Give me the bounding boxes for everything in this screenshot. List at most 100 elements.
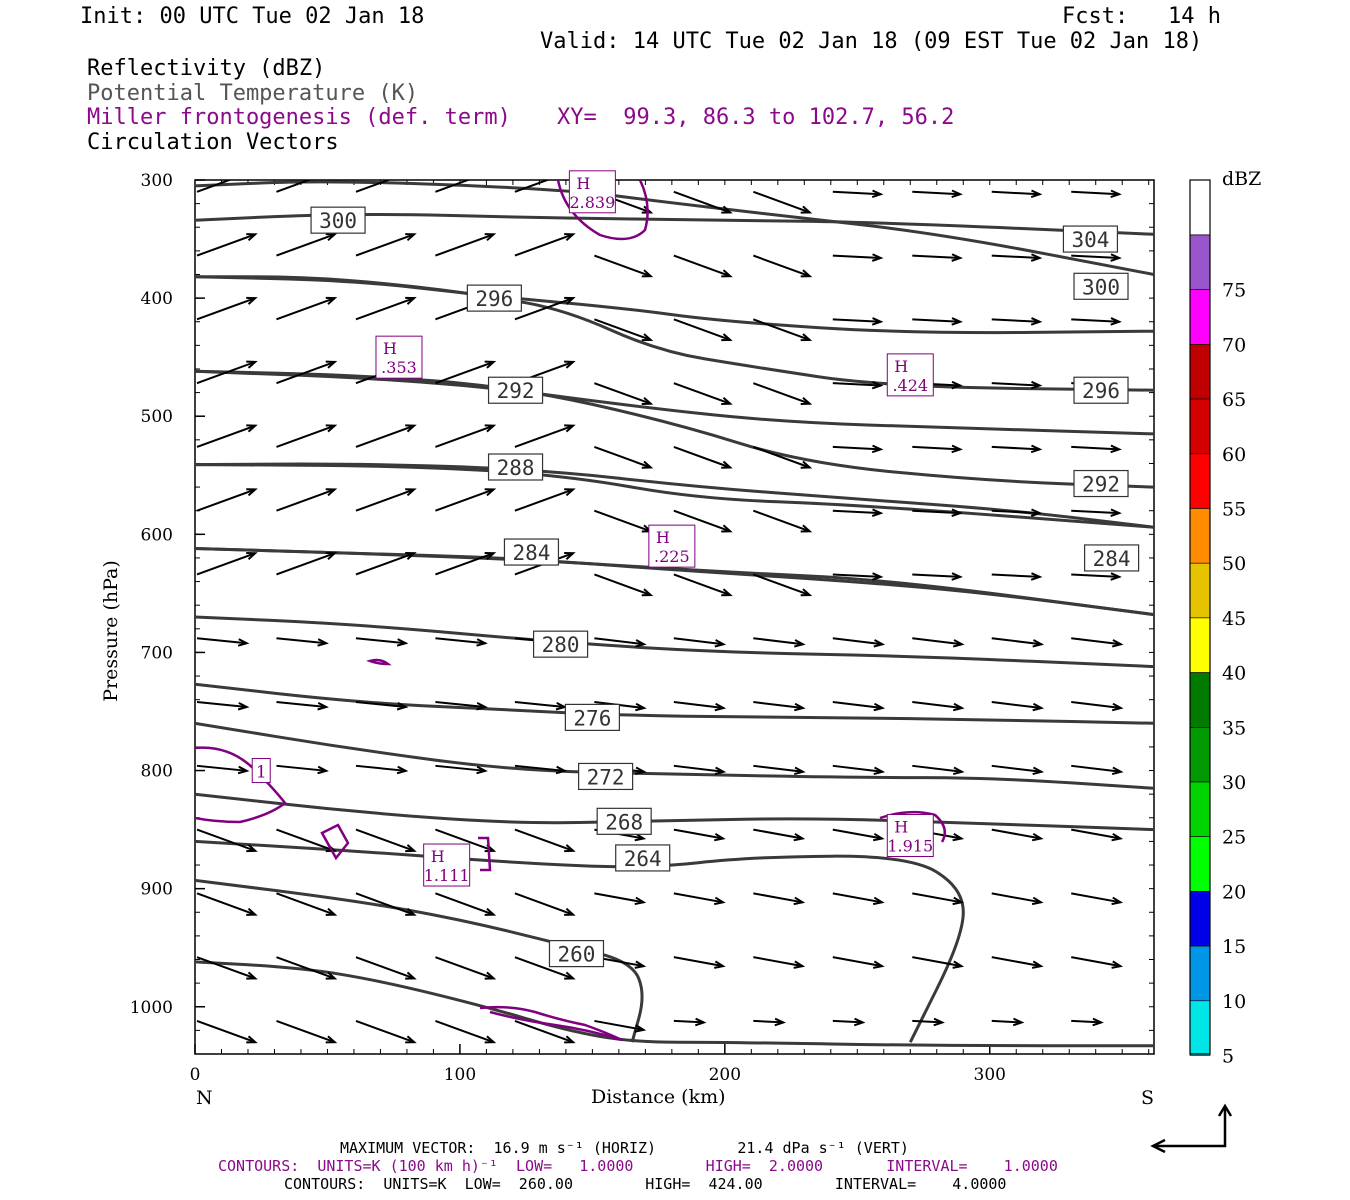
circulation-vector-head xyxy=(405,296,417,305)
circulation-vector-head xyxy=(1110,317,1122,326)
circulation-vector-head xyxy=(325,488,338,497)
circulation-vector-head xyxy=(951,444,963,454)
circulation-vector-head xyxy=(641,396,654,405)
theta-contour xyxy=(195,721,1154,790)
circulation-vector-head xyxy=(1031,832,1044,842)
circulation-vector xyxy=(435,488,495,512)
theta-contour xyxy=(195,878,644,1043)
circulation-vector-head xyxy=(800,524,813,533)
circulation-vector xyxy=(435,360,495,385)
circulation-vector xyxy=(752,573,811,596)
frontogenesis-contour xyxy=(478,836,492,872)
circulation-vector-head xyxy=(951,380,963,390)
circulation-vector xyxy=(594,573,652,596)
circulation-vector xyxy=(832,445,881,451)
theta-label: 280 xyxy=(542,633,580,657)
circulation-vector xyxy=(912,573,961,578)
frontogenesis-max-box xyxy=(375,335,423,379)
frontogenesis-label-box xyxy=(251,758,271,784)
circulation-vector xyxy=(673,573,731,596)
field-reflectivity: Reflectivity (dBZ) xyxy=(87,56,326,81)
circulation-vector xyxy=(196,180,233,193)
theta-label: 292 xyxy=(1082,473,1120,497)
circulation-vector xyxy=(912,190,961,196)
theta-label-box xyxy=(532,630,589,658)
theta-label: 304 xyxy=(1071,228,1109,252)
circulation-vector-head xyxy=(246,424,258,433)
theta-label: 288 xyxy=(497,456,535,480)
frontogenesis-max-marker: H xyxy=(383,339,397,358)
circulation-vector-head xyxy=(721,588,733,597)
circulation-vector-head xyxy=(246,971,258,980)
circulation-vector-head xyxy=(1030,253,1043,262)
circulation-vector-head xyxy=(1092,1017,1104,1027)
circulation-vector xyxy=(435,233,495,257)
circulation-vector xyxy=(196,701,247,709)
theta-label-box xyxy=(487,453,544,481)
circulation-vector-head xyxy=(246,551,258,560)
circulation-vector-head xyxy=(484,360,497,369)
circulation-vector-head xyxy=(634,960,647,969)
circulation-vector-head xyxy=(396,638,409,647)
circulation-vector-head xyxy=(871,253,884,262)
circulation-vector-head xyxy=(1110,572,1122,581)
circulation-vector-head xyxy=(1012,1017,1025,1027)
circulation-vector xyxy=(1071,509,1120,515)
circulation-vector xyxy=(276,1019,336,1044)
circulation-vector xyxy=(1071,637,1121,646)
circulation-vector xyxy=(196,360,256,385)
circulation-vector-head xyxy=(800,588,813,597)
circulation-vector-head xyxy=(246,296,258,305)
y-tick-label: 300 xyxy=(141,171,173,191)
circulation-vector-head xyxy=(800,333,813,342)
colorbar-segment xyxy=(1189,508,1211,564)
circulation-vector-head xyxy=(396,702,409,711)
circulation-vector-head xyxy=(484,233,497,242)
y-tick-label: 600 xyxy=(141,525,173,545)
circulation-vector xyxy=(514,1019,574,1044)
theta-label-box xyxy=(1073,469,1129,498)
circulation-vector xyxy=(355,892,415,916)
circulation-vector-head xyxy=(721,205,733,214)
circulation-vector xyxy=(991,318,1040,323)
frontogenesis-contour xyxy=(479,1005,623,1042)
circulation-vector-head xyxy=(1030,508,1043,517)
circulation-vector xyxy=(673,318,731,341)
circulation-vector-head xyxy=(1031,960,1044,969)
circulation-vector-head xyxy=(325,971,338,980)
circulation-vector-head xyxy=(714,639,727,648)
contours-theta-info: CONTOURS: UNITS=K LOW= 260.00 HIGH= 424.… xyxy=(284,1175,1007,1193)
colorbar-title: dBZ xyxy=(1222,168,1262,190)
x-tick-label: 200 xyxy=(709,1065,741,1085)
theta-contour xyxy=(195,547,1154,617)
circulation-vector-head xyxy=(634,896,647,906)
theta-label-box xyxy=(503,538,560,566)
circulation-vector xyxy=(991,509,1040,515)
frontogenesis-max-value: .225 xyxy=(654,547,690,566)
circulation-vector xyxy=(514,701,565,709)
circulation-vector-head xyxy=(1032,702,1045,712)
circulation-vector-head xyxy=(325,424,338,433)
colorbar-segment xyxy=(1189,1000,1211,1056)
south-label: S xyxy=(1141,1087,1155,1109)
field-circulation-vectors: Circulation Vectors xyxy=(87,130,339,155)
theta-label: 260 xyxy=(558,943,596,967)
colorbar-tick-label: 70 xyxy=(1222,334,1246,356)
circulation-vector-head xyxy=(317,702,329,711)
circulation-vector-head xyxy=(555,702,568,711)
circulation-vector-head xyxy=(564,360,576,369)
circulation-vector xyxy=(435,764,486,772)
circulation-vector xyxy=(912,318,961,323)
circulation-vector xyxy=(514,764,565,772)
circulation-vector-head xyxy=(1030,317,1043,326)
circulation-vector-head xyxy=(793,832,806,842)
circulation-vector xyxy=(196,828,256,852)
circulation-vector xyxy=(514,892,574,916)
circulation-vector xyxy=(276,637,327,645)
circulation-vector-head xyxy=(853,1017,866,1027)
circulation-vector xyxy=(355,233,415,257)
circulation-vector-head xyxy=(873,639,886,648)
circulation-vector-head xyxy=(405,551,417,560)
circulation-vector xyxy=(196,297,256,321)
theta-label-box xyxy=(1084,544,1140,572)
